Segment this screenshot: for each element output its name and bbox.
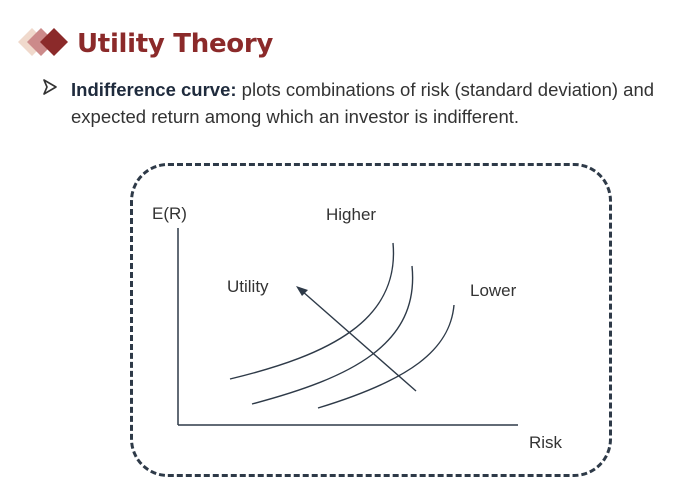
diagram-frame — [130, 163, 612, 477]
utility-arrow — [301, 290, 417, 392]
bullet-point: Indifference curve: plots combinations o… — [43, 76, 668, 128]
utility-arrowhead — [296, 286, 308, 296]
bullet-description: plots combinations of risk (standard dev… — [71, 79, 655, 127]
x-axis-label: Risk — [529, 433, 563, 452]
bullet-term: Indifference curve: — [71, 79, 237, 100]
logo-diamond-dark — [40, 28, 68, 56]
y-axis-label: E(R) — [152, 204, 187, 223]
indifference-curve-mid — [251, 265, 414, 405]
indifference-curve-high — [229, 242, 395, 380]
logo-diamonds — [18, 28, 68, 56]
bullet-text: Indifference curve: plots combinations o… — [71, 76, 671, 130]
page-title: Utility Theory — [77, 29, 274, 59]
indifference-curve-low — [317, 304, 455, 409]
lower-label: Lower — [470, 281, 517, 300]
higher-label: Higher — [326, 205, 376, 224]
utility-label: Utility — [227, 277, 269, 296]
arrow-bullet-icon — [43, 79, 57, 95]
